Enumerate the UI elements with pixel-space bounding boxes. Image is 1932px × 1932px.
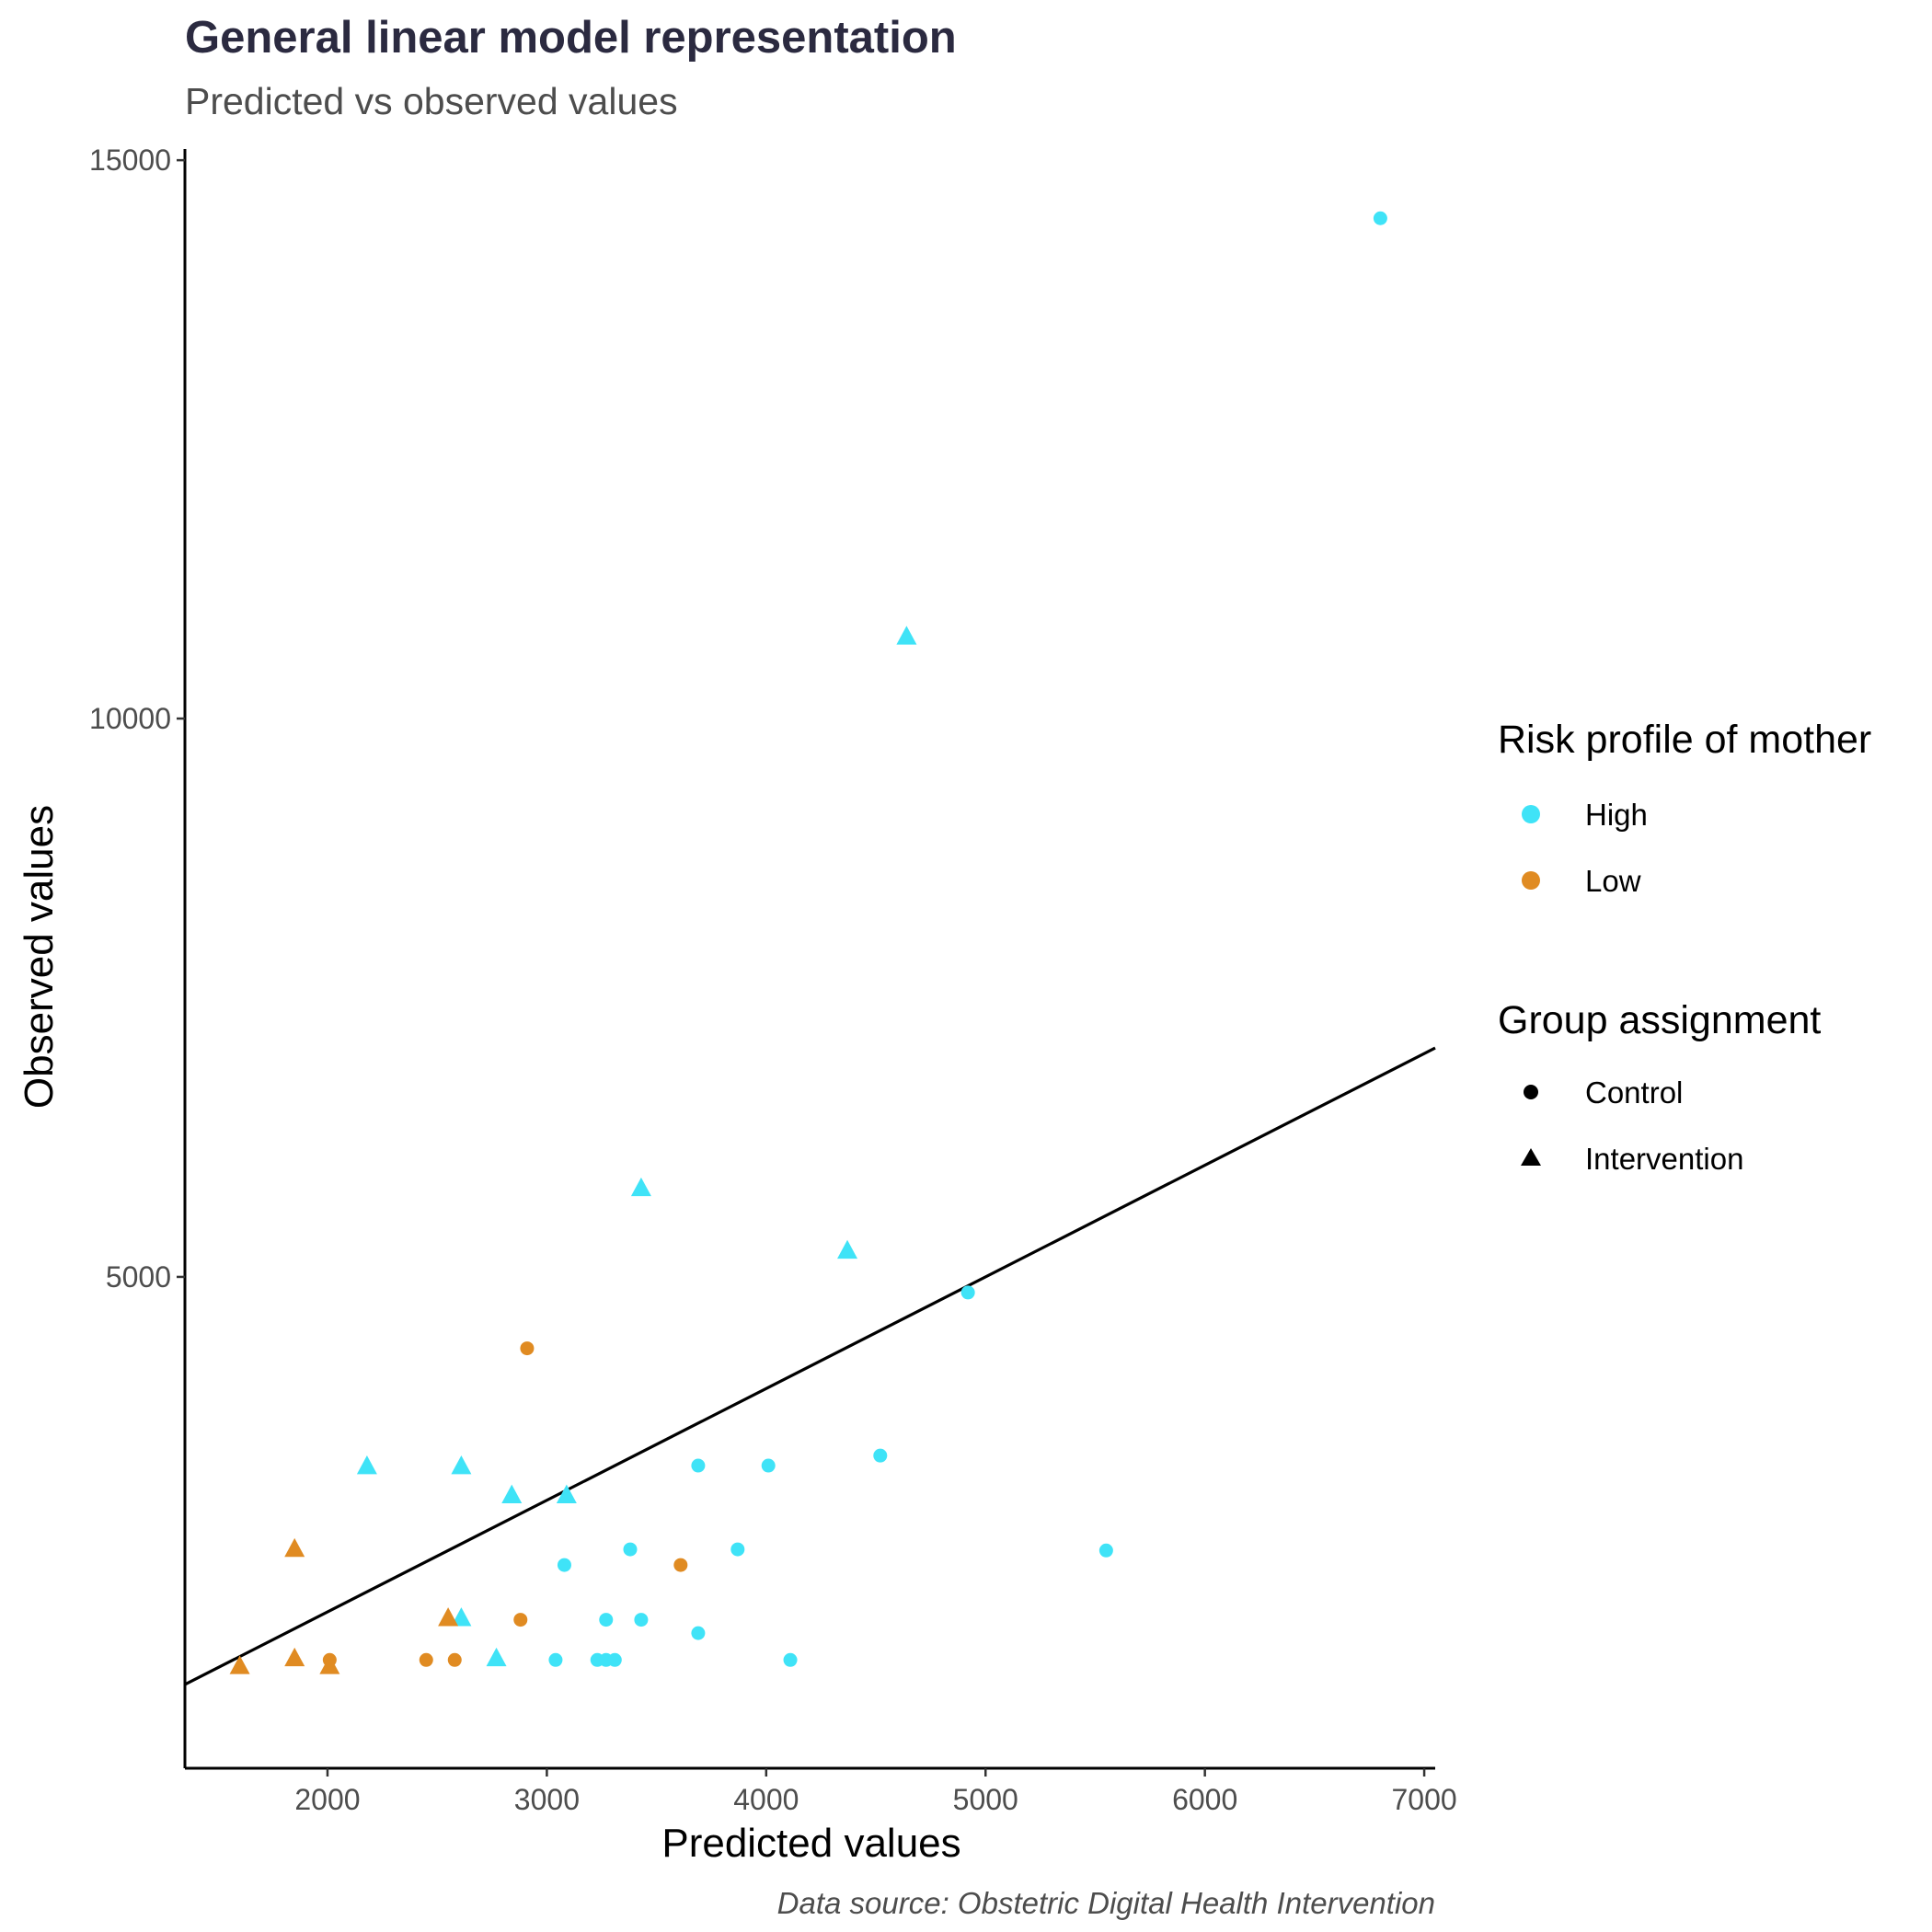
y-tick-label: 15000 bbox=[89, 144, 171, 177]
data-point bbox=[1098, 1543, 1113, 1558]
data-point bbox=[1373, 211, 1387, 225]
x-tick-label: 3000 bbox=[514, 1783, 580, 1816]
data-point bbox=[630, 1177, 651, 1197]
data-point bbox=[356, 1455, 377, 1475]
data-point bbox=[520, 1341, 535, 1356]
data-point bbox=[284, 1537, 305, 1558]
data-point bbox=[634, 1613, 649, 1627]
data-point bbox=[557, 1558, 571, 1572]
data-point bbox=[447, 1652, 462, 1667]
legend-high-label: High bbox=[1585, 798, 1648, 832]
data-point bbox=[501, 1484, 523, 1503]
legend-low-key bbox=[1522, 871, 1540, 890]
plot-area: 2000 3000 4000 5000 6000 7000 5000 10000 15000 bbox=[89, 144, 1457, 1816]
data-point bbox=[691, 1458, 706, 1473]
data-point bbox=[486, 1647, 507, 1667]
data-point bbox=[896, 626, 917, 645]
data-point bbox=[451, 1607, 472, 1627]
data-point bbox=[556, 1484, 577, 1503]
chart-title: General linear model representation bbox=[185, 13, 957, 63]
legend-control-label: Control bbox=[1585, 1075, 1683, 1110]
data-point bbox=[548, 1652, 563, 1667]
data-point bbox=[691, 1626, 706, 1640]
data-point bbox=[438, 1607, 459, 1627]
data-point bbox=[960, 1285, 975, 1300]
x-tick-label: 2000 bbox=[294, 1783, 360, 1816]
x-tick-label: 5000 bbox=[953, 1783, 1018, 1816]
x-axis-title: Predicted values bbox=[661, 1821, 960, 1866]
y-tick-label: 5000 bbox=[106, 1260, 171, 1294]
y-tick-label: 10000 bbox=[89, 702, 171, 735]
y-axis-title: Observed values bbox=[17, 805, 62, 1109]
chart-caption: Data source: Obstetric Digital Health In… bbox=[777, 1886, 1435, 1920]
legend-low-label: Low bbox=[1585, 864, 1641, 898]
legend-shape-title: Group assignment bbox=[1498, 998, 1821, 1042]
data-point bbox=[623, 1542, 638, 1557]
data-point bbox=[229, 1655, 250, 1674]
reference-line bbox=[184, 1046, 1436, 1686]
data-point bbox=[673, 1558, 688, 1572]
data-point bbox=[837, 1239, 858, 1259]
legend-color-title: Risk profile of mother bbox=[1498, 718, 1871, 762]
data-point bbox=[873, 1448, 888, 1463]
legend-high-key bbox=[1522, 805, 1540, 823]
legend-intervention-key bbox=[1521, 1148, 1541, 1166]
data-point bbox=[319, 1655, 340, 1674]
legend-control-key bbox=[1524, 1085, 1538, 1099]
data-point bbox=[730, 1542, 745, 1557]
data-point bbox=[451, 1455, 472, 1475]
data-point bbox=[783, 1652, 798, 1667]
chart-subtitle: Predicted vs observed values bbox=[185, 80, 678, 122]
x-tick-label: 7000 bbox=[1391, 1783, 1456, 1816]
x-tick-label: 4000 bbox=[733, 1783, 799, 1816]
data-point bbox=[513, 1613, 528, 1627]
legend-intervention-label: Intervention bbox=[1585, 1142, 1743, 1176]
data-point bbox=[761, 1458, 776, 1473]
data-point bbox=[599, 1613, 614, 1627]
data-point bbox=[419, 1652, 433, 1667]
x-tick-label: 6000 bbox=[1172, 1783, 1237, 1816]
data-point bbox=[284, 1647, 305, 1667]
legend: Risk profile of mother High Low Group as… bbox=[1498, 718, 1871, 1176]
data-point bbox=[607, 1652, 622, 1667]
